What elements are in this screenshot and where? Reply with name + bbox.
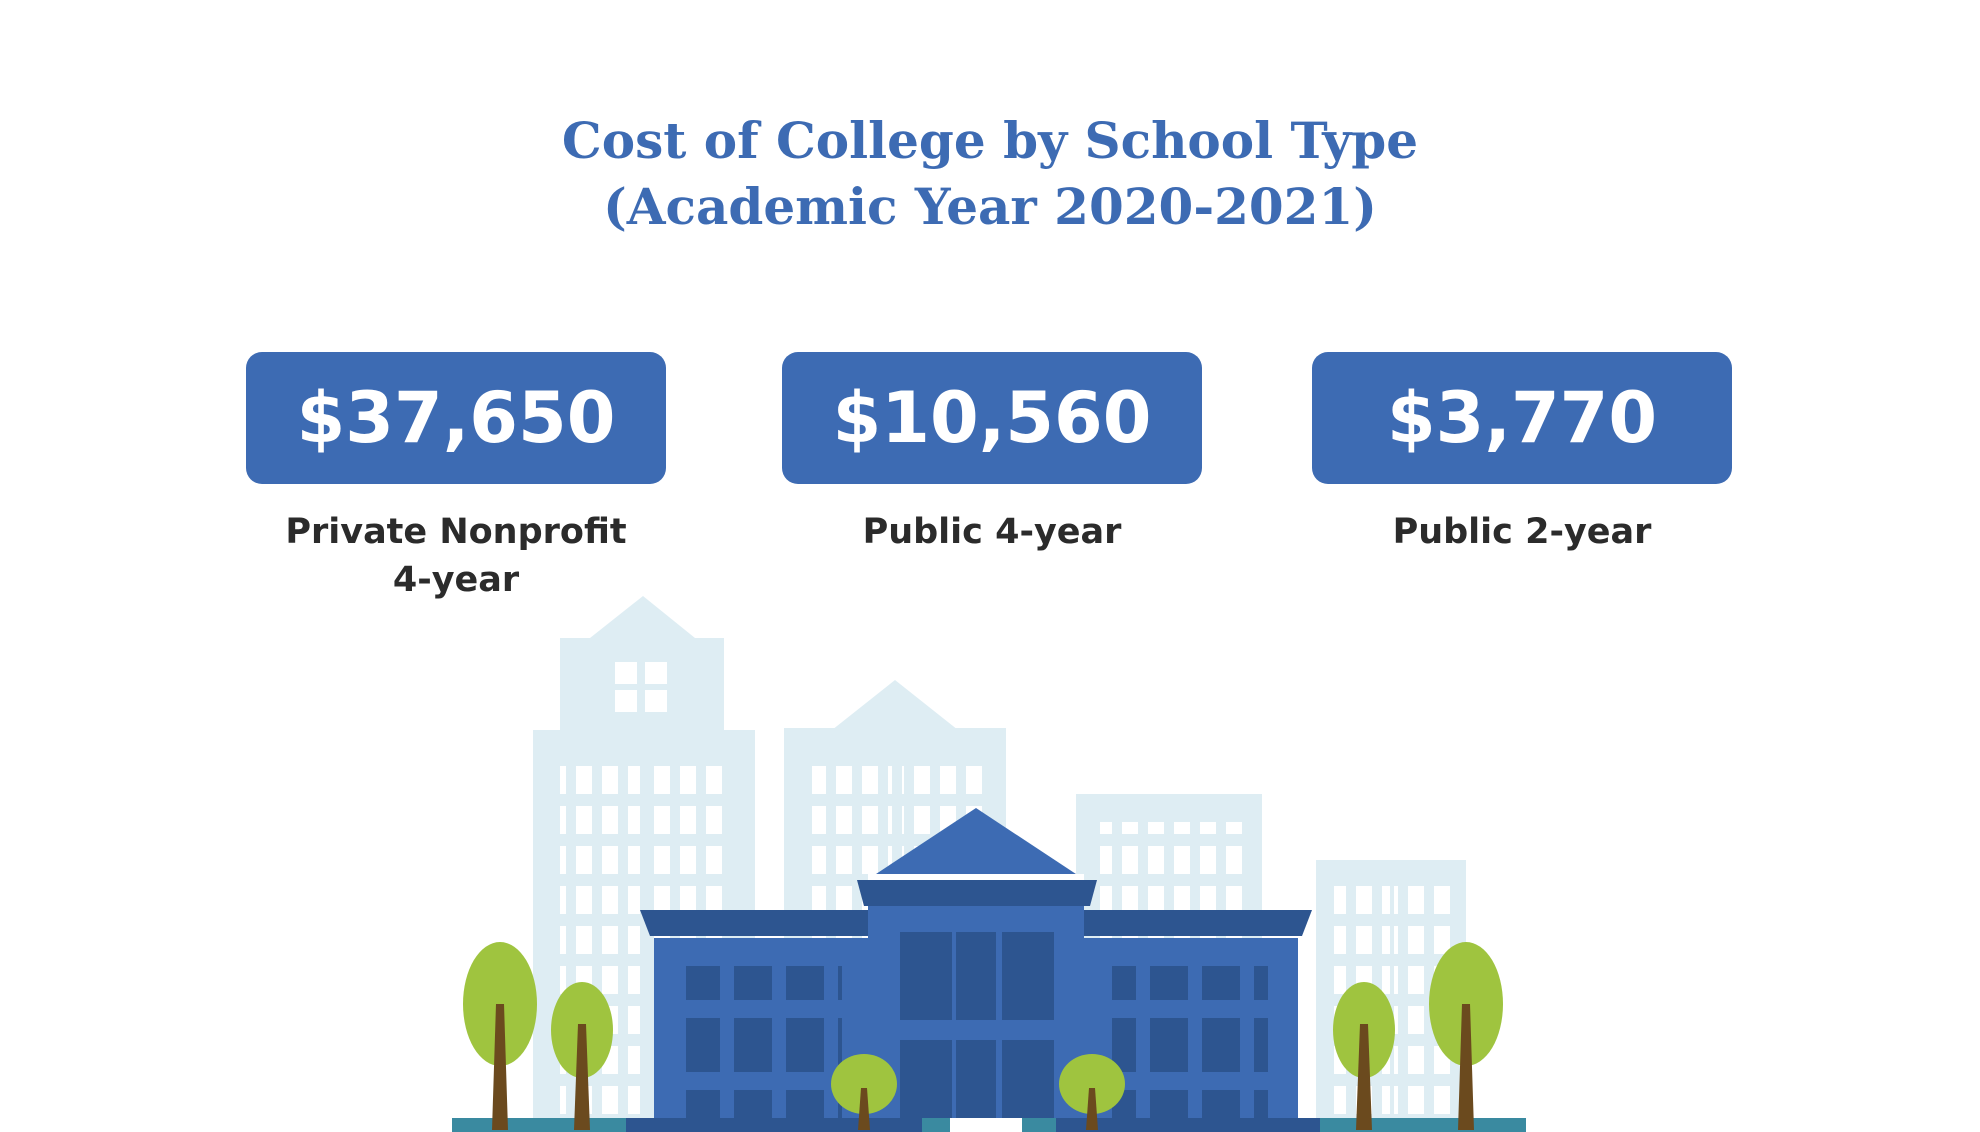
cost-card-private-nonprofit: $37,650 — [246, 352, 666, 484]
tree-icon — [1059, 1054, 1125, 1130]
label-line-2: 4-year — [392, 560, 520, 600]
label-line-1: Private Nonprofit — [285, 512, 627, 552]
tree-icon — [1333, 982, 1395, 1130]
cost-card-public-4-year: $10,560 — [782, 352, 1202, 484]
tree-icon — [831, 1054, 897, 1130]
cost-label-private-nonprofit: Private Nonprofit 4-year — [226, 508, 686, 604]
page-title: Cost of College by School Type (Academic… — [0, 108, 1980, 240]
title-line-2: (Academic Year 2020-2021) — [603, 177, 1377, 236]
college-building-icon — [640, 808, 1312, 1132]
cost-label-public-4-year: Public 4-year — [762, 508, 1222, 556]
ground — [452, 1118, 1526, 1132]
cost-card-public-2-year: $3,770 — [1312, 352, 1732, 484]
tree-icon — [463, 942, 537, 1130]
cost-amount: $10,560 — [832, 377, 1152, 459]
label-line-1: Public 2-year — [1392, 512, 1652, 552]
cost-label-public-2-year: Public 2-year — [1292, 508, 1752, 556]
title-line-1: Cost of College by School Type — [561, 111, 1419, 170]
cost-amount: $3,770 — [1386, 377, 1658, 459]
cost-amount: $37,650 — [296, 377, 616, 459]
tree-icon — [551, 982, 613, 1130]
label-line-1: Public 4-year — [862, 512, 1122, 552]
tree-icon — [1429, 942, 1503, 1130]
